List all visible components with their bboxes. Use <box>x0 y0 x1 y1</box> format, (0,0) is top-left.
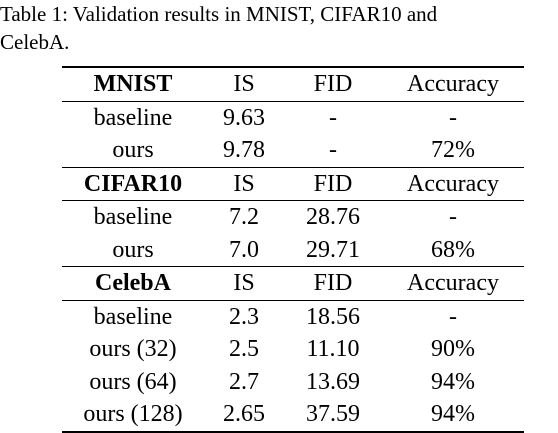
results-table: MNIST IS FID Accuracy baseline 9.63- - ours 9.78… <box>62 66 524 433</box>
value-cell: 2.3 <box>204 299 284 333</box>
column-header: IS <box>204 166 284 201</box>
value-cell: 9.78 <box>223 137 265 164</box>
table-row: baseline 2.3 18.56- <box>62 299 524 333</box>
method-cell: baseline <box>62 200 204 234</box>
column-header: IS <box>204 266 284 300</box>
column-header: FID <box>284 66 382 101</box>
method-cell: ours <box>112 236 154 263</box>
table-row: ours 7.0 29.71 68% <box>62 234 524 267</box>
value-cell: 9.63 <box>204 100 284 134</box>
value-cell: 29.71 <box>306 236 360 263</box>
value-cell: 2.7 <box>229 368 259 395</box>
value-cell: 18.56 <box>284 299 382 333</box>
value-cell: 94% <box>431 368 475 395</box>
table-row: baseline 7.2 28.76- <box>62 200 524 234</box>
value-cell: 13.69 <box>306 368 360 395</box>
value-cell: - <box>382 100 524 134</box>
value-cell: - <box>284 100 382 134</box>
value-cell: 7.2 <box>204 200 284 234</box>
value-cell: 28.76 <box>284 200 382 234</box>
value-cell: 94% <box>382 398 524 433</box>
value-cell: 2.65 <box>204 398 284 433</box>
dataset-name: CIFAR10 <box>62 166 204 201</box>
value-cell: 7.0 <box>229 236 259 263</box>
dataset-name: MNIST <box>62 66 204 101</box>
results-table-body: MNIST IS FID Accuracy baseline 9.63- - ours 9.78… <box>62 66 524 433</box>
column-header: FID <box>284 266 382 300</box>
value-cell: - <box>329 137 337 164</box>
table-row: ours (128) 2.65 37.59 94% <box>62 398 524 433</box>
value-cell: 37.59 <box>284 398 382 433</box>
table-header-row: CelebA IS FID Accuracy <box>62 266 524 300</box>
value-cell: 90% <box>431 336 475 363</box>
value-cell: - <box>382 200 524 234</box>
table-row: baseline 9.63- - <box>62 100 524 134</box>
value-cell: 2.5 <box>229 336 259 363</box>
column-header: Accuracy <box>382 66 524 101</box>
method-cell: ours <box>112 137 154 164</box>
caption-line-1: Table 1: Validation results in MNIST, CI… <box>0 2 438 26</box>
table-header-row: MNIST IS FID Accuracy <box>62 66 524 101</box>
column-header: IS <box>204 66 284 101</box>
method-cell: baseline <box>62 100 204 134</box>
column-header: Accuracy <box>382 166 524 201</box>
value-cell: - <box>382 299 524 333</box>
table-row: ours (64) 2.7 13.69 94% <box>62 366 524 399</box>
table-caption: Table 1: Validation results in MNIST, CI… <box>0 0 558 56</box>
value-cell: 68% <box>431 236 475 263</box>
method-cell: baseline <box>62 299 204 333</box>
value-cell: 11.10 <box>306 336 360 363</box>
method-cell: ours (128) <box>62 398 204 433</box>
method-cell: ours (32) <box>89 336 177 363</box>
table-row: ours 9.78 - 72% <box>62 134 524 167</box>
column-header: FID <box>284 166 382 201</box>
dataset-name: CelebA <box>62 266 204 300</box>
caption-line-2: CelebA. <box>0 30 70 54</box>
table-header-row: CIFAR10 IS FID Accuracy <box>62 166 524 201</box>
method-cell: ours (64) <box>89 368 177 395</box>
table-row: ours (32) 2.5 11.10 90% <box>62 333 524 366</box>
column-header: Accuracy <box>382 266 524 300</box>
value-cell: 72% <box>431 137 475 164</box>
